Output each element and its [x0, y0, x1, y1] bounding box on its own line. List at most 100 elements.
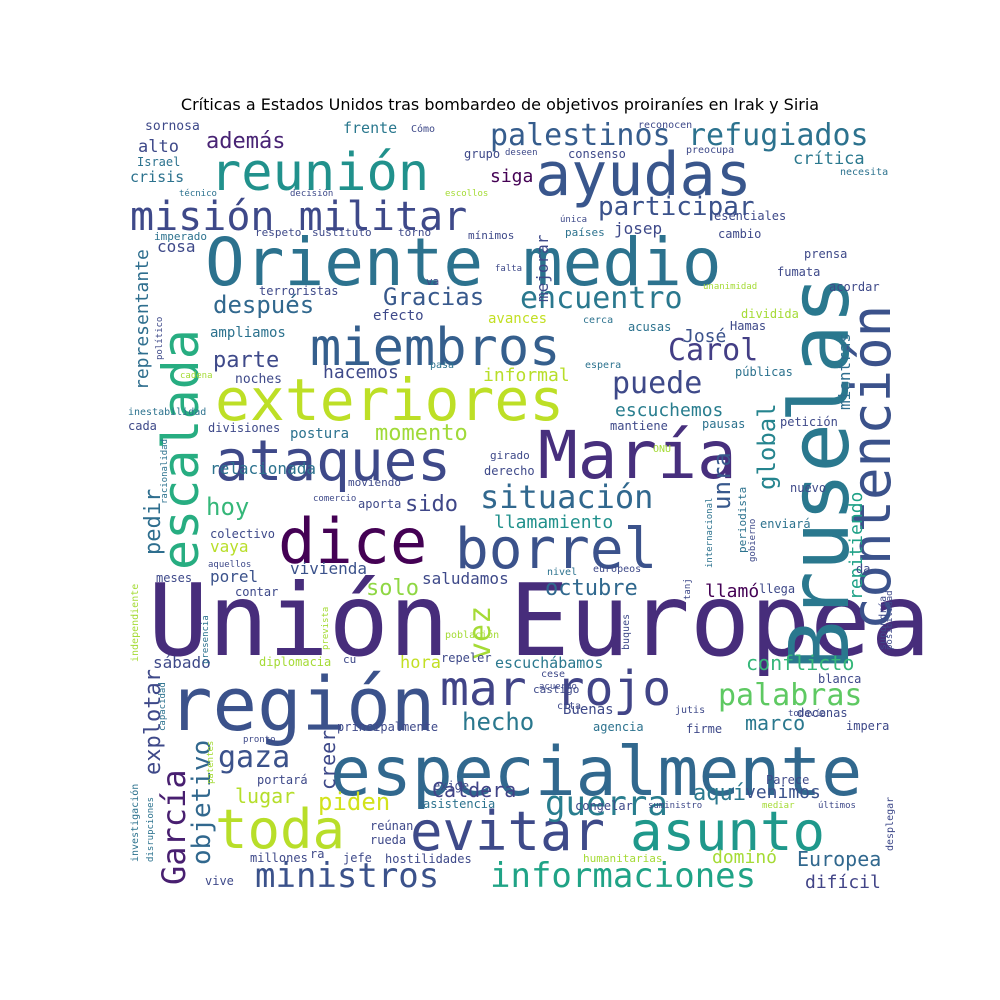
word-congelar: congelar	[575, 799, 633, 813]
word-racionalidad: racionalidad	[160, 439, 170, 504]
word-repitiendo: repitiendo	[846, 492, 867, 600]
word-alto: alto	[138, 137, 179, 157]
word-hora: hora	[400, 653, 441, 673]
word-exteriores: exteriores	[215, 366, 564, 434]
word-nuevo: nuevo	[790, 481, 826, 495]
word-refugiados: refugiados	[688, 118, 869, 153]
word-prevista: prevista	[321, 607, 331, 650]
word-porel: porel	[210, 567, 258, 586]
word-buenas: Buenas	[563, 702, 614, 718]
word-crítica: crítica	[793, 149, 865, 169]
word-participar: participar	[598, 192, 755, 222]
word-explotar: explotar	[141, 669, 166, 775]
word-repeler: repeler	[441, 651, 492, 665]
word-escollos: escollos	[445, 189, 488, 199]
word-exige: exige	[433, 779, 469, 793]
word-europea: Europea	[797, 847, 881, 871]
word-miembros: miembros	[310, 318, 560, 378]
word-acusas: acusas	[628, 320, 671, 334]
word-cese: cese	[541, 669, 565, 680]
word-principalmente: principalmente	[337, 720, 438, 734]
word-reúnan: reúnan	[370, 819, 413, 833]
word-única: única	[560, 215, 587, 225]
word-terroristas: terroristas	[259, 284, 338, 298]
word-gracias: Gracias	[383, 283, 484, 311]
word-unra: unra	[708, 452, 736, 510]
word-países: países	[565, 226, 605, 239]
word-respeto: respeto	[255, 226, 301, 239]
word-carol: Carol	[668, 333, 758, 368]
word-unanimidad: unanimidad	[703, 282, 757, 292]
word-sornosa: sornosa	[145, 119, 200, 134]
word-meses: meses	[156, 571, 192, 585]
word-toda: toda	[215, 798, 345, 861]
word-creer: creer	[316, 730, 340, 790]
word-contar: contar	[235, 585, 278, 599]
word-buques: buques	[621, 614, 632, 650]
word-cerca: cerca	[583, 315, 613, 326]
word-hoy: hoy	[206, 493, 249, 521]
word-sábado: sábado	[153, 653, 211, 672]
word-va: va	[426, 275, 439, 288]
word-nivel: nivel	[547, 567, 577, 578]
word-patentes: patentes	[206, 741, 216, 784]
word-noches: noches	[235, 372, 282, 387]
word-suministro: suministro	[648, 801, 702, 811]
word-rueda: rueda	[370, 833, 406, 847]
word-cu: cu	[343, 653, 356, 666]
word-reconocen: reconocen	[638, 120, 692, 131]
word-espera: espera	[585, 360, 621, 371]
word-acuerdo: acuerdo	[539, 682, 577, 692]
word-global: global	[753, 403, 781, 490]
word-imperado: imperado	[154, 230, 207, 243]
word-tanj: tanj	[683, 578, 693, 600]
word-parece: Parece	[766, 773, 809, 787]
word-dividida: dividida	[741, 307, 799, 321]
word-mediar: mediar	[762, 801, 795, 811]
word-acordar: acordar	[829, 280, 880, 294]
chart-title: Críticas a Estados Unidos tras bombardeo…	[180, 95, 820, 114]
word-desplegar: desplegar	[885, 797, 896, 851]
word-lugar: lugar	[235, 784, 295, 808]
word-siga: siga	[490, 166, 533, 187]
word-investigación: investigación	[129, 784, 141, 862]
word-frente: frente	[343, 119, 397, 137]
word-petición: petición	[780, 415, 838, 429]
word-enviará: enviará	[760, 517, 811, 531]
word-población: población	[445, 629, 499, 641]
word-octubre: octubre	[545, 576, 638, 601]
word-región: región	[168, 662, 435, 748]
word-mejorar: mejorar	[533, 234, 552, 302]
word-venimos: venimos	[745, 782, 821, 803]
word-josep: josep	[614, 219, 662, 238]
word-girado: girado	[490, 449, 530, 462]
word-mínimos: mínimos	[468, 229, 514, 242]
word-posibilidad: posibilidad	[885, 590, 895, 650]
word-ayudas: ayudas	[535, 140, 752, 210]
word-comercio: comercio	[313, 494, 356, 504]
word-borrel: borrel	[455, 517, 657, 582]
word-político: político	[155, 317, 165, 360]
word-disrupciones: disrupciones	[146, 797, 156, 862]
word-aquí: aquí	[693, 781, 746, 806]
word-blanca: blanca	[818, 672, 861, 686]
word-misión-militar: misión militar	[130, 194, 467, 240]
word-avances: avances	[488, 311, 547, 327]
word-unión-europea: Unión Europea	[148, 562, 931, 679]
word-preocupa: preocupa	[686, 145, 734, 156]
word-mar-rojo: mar rojo	[440, 661, 671, 717]
word-saludamos: saludamos	[422, 569, 509, 588]
word-especialmente: especialmente	[330, 733, 862, 812]
word-momento: momento	[375, 421, 468, 446]
word-llamó: llamó	[705, 581, 759, 602]
word-cita: cita	[557, 701, 581, 712]
word-divisiones: divisiones	[208, 421, 280, 435]
word-asunto: asunto	[630, 800, 825, 863]
word-cómo: Cómo	[411, 123, 435, 135]
word-deseen: deseen	[505, 148, 538, 158]
word-sustituto: sustituto	[312, 226, 372, 239]
word-diplomacia: diplomacia	[259, 655, 331, 669]
word-garcía: García	[155, 769, 193, 885]
word-oriente-medio: Oriente medio	[205, 224, 722, 301]
